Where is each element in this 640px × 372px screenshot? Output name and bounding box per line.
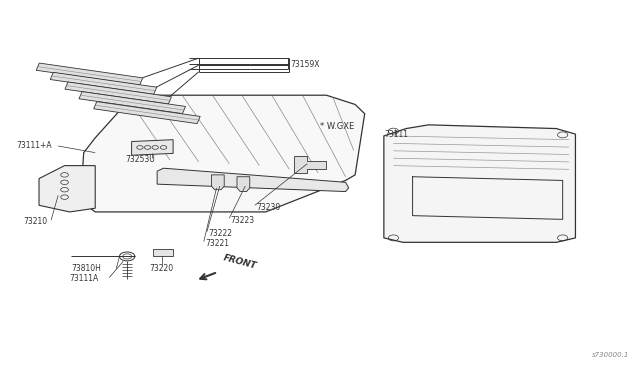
Text: 73221: 73221 [205,239,229,248]
Polygon shape [65,82,172,104]
Text: 73222: 73222 [208,229,232,238]
Text: * W.GXE: * W.GXE [320,122,355,131]
Text: 73111A: 73111A [70,274,99,283]
Polygon shape [132,140,173,155]
Text: 73159X: 73159X [291,60,320,69]
Text: 73810H: 73810H [71,264,101,273]
Polygon shape [79,92,186,113]
Polygon shape [81,95,365,212]
Polygon shape [51,72,157,94]
Polygon shape [237,177,250,192]
Polygon shape [384,125,575,242]
Polygon shape [153,249,173,256]
Text: 73210: 73210 [23,217,47,226]
Text: 73111: 73111 [384,129,408,139]
Polygon shape [93,102,200,124]
Polygon shape [36,63,143,85]
Text: 73223: 73223 [230,216,255,225]
Polygon shape [39,166,95,212]
Text: 73220: 73220 [149,264,173,273]
Polygon shape [294,155,326,173]
Text: 73111+A: 73111+A [17,141,52,151]
Text: 73253U: 73253U [125,155,155,164]
Polygon shape [211,175,224,190]
Polygon shape [157,168,349,192]
Text: s730000.1: s730000.1 [593,352,630,358]
Text: 73230: 73230 [256,203,280,212]
Text: FRONT: FRONT [222,253,258,270]
